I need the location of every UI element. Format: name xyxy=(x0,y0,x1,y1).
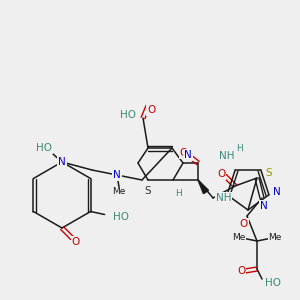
Text: S: S xyxy=(266,168,272,178)
Text: N: N xyxy=(184,150,192,160)
Text: HO: HO xyxy=(120,110,136,120)
Text: O: O xyxy=(72,237,80,247)
Text: S: S xyxy=(145,186,151,196)
Text: O: O xyxy=(237,266,245,276)
Text: HO: HO xyxy=(265,278,281,288)
Text: NH: NH xyxy=(216,193,232,203)
Text: O: O xyxy=(217,169,225,179)
Text: HO: HO xyxy=(112,212,129,221)
Text: N: N xyxy=(58,157,66,167)
Text: N: N xyxy=(260,201,268,211)
Text: H: H xyxy=(236,144,242,153)
Text: O: O xyxy=(147,105,155,115)
Text: O: O xyxy=(240,219,248,229)
Text: Me: Me xyxy=(232,233,246,242)
Text: Me: Me xyxy=(112,188,126,196)
Text: N: N xyxy=(113,170,121,180)
Text: O: O xyxy=(180,148,188,158)
Text: HO: HO xyxy=(36,143,52,153)
Text: H: H xyxy=(175,188,182,197)
Text: N: N xyxy=(273,187,281,197)
Text: NH: NH xyxy=(219,151,235,161)
Polygon shape xyxy=(198,180,208,194)
Text: Me: Me xyxy=(268,233,282,242)
